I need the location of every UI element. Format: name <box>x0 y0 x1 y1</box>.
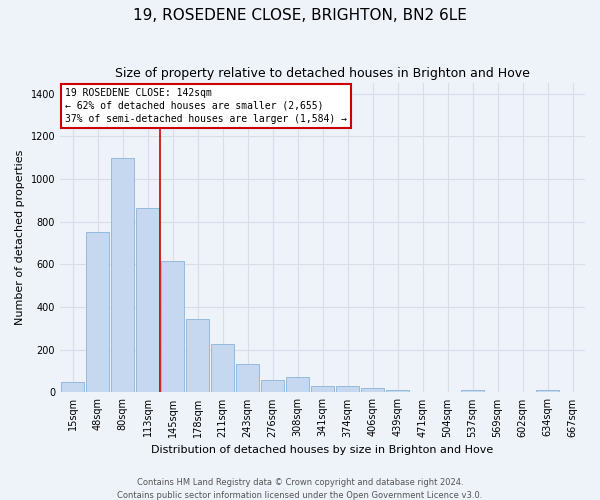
Bar <box>311 386 334 392</box>
Title: Size of property relative to detached houses in Brighton and Hove: Size of property relative to detached ho… <box>115 68 530 80</box>
Bar <box>161 261 184 392</box>
Bar <box>61 382 84 392</box>
Bar <box>236 364 259 392</box>
Text: Contains HM Land Registry data © Crown copyright and database right 2024.
Contai: Contains HM Land Registry data © Crown c… <box>118 478 482 500</box>
Text: 19 ROSEDENE CLOSE: 142sqm
← 62% of detached houses are smaller (2,655)
37% of se: 19 ROSEDENE CLOSE: 142sqm ← 62% of detac… <box>65 88 347 124</box>
Bar <box>111 158 134 392</box>
Bar <box>336 386 359 392</box>
Bar <box>136 208 159 392</box>
Bar <box>361 388 384 392</box>
Bar <box>386 390 409 392</box>
Bar <box>461 390 484 392</box>
Bar <box>536 390 559 392</box>
Bar <box>261 380 284 392</box>
Bar <box>186 319 209 392</box>
Bar <box>211 344 234 393</box>
Text: 19, ROSEDENE CLOSE, BRIGHTON, BN2 6LE: 19, ROSEDENE CLOSE, BRIGHTON, BN2 6LE <box>133 8 467 22</box>
Y-axis label: Number of detached properties: Number of detached properties <box>15 150 25 326</box>
Bar <box>86 232 109 392</box>
Bar <box>286 378 309 392</box>
X-axis label: Distribution of detached houses by size in Brighton and Hove: Distribution of detached houses by size … <box>151 445 494 455</box>
